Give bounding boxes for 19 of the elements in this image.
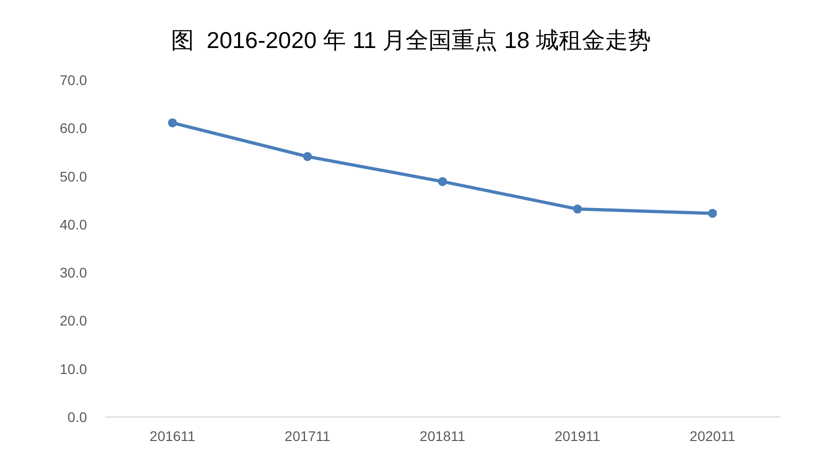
y-tick-label: 10.0 <box>60 360 88 377</box>
title: 图 2016-2020 年 11 月全国重点 18 城租金走势 <box>170 27 652 53</box>
y-tick-label: 20.0 <box>60 312 88 329</box>
y-tick-label: 0.0 <box>68 409 88 425</box>
y-tick-label: 50.0 <box>60 168 88 184</box>
x-tick-label: 201611 <box>150 428 196 444</box>
x-tick-label: 201811 <box>420 428 466 444</box>
y-tick-label: 30.0 <box>60 264 88 281</box>
y-tick-label: 70.0 <box>60 72 88 88</box>
y-tick-label: 40.0 <box>60 216 88 232</box>
x-tick-label: 201911 <box>554 428 601 444</box>
x-tick-label: 201711 <box>284 428 331 444</box>
point <box>438 177 447 186</box>
point <box>708 208 717 218</box>
x-tick-label: 202011 <box>690 428 736 444</box>
point <box>303 152 312 162</box>
point <box>168 118 177 128</box>
y-tick-label: 60.0 <box>60 120 88 136</box>
point <box>573 204 582 214</box>
